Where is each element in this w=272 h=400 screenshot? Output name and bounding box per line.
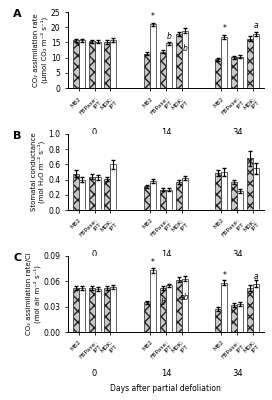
Text: 0: 0 xyxy=(92,368,97,378)
Bar xyxy=(160,190,166,210)
Bar xyxy=(104,179,110,210)
Bar xyxy=(73,288,79,332)
Bar xyxy=(89,41,95,88)
Bar xyxy=(176,280,182,332)
Bar xyxy=(79,40,85,88)
Text: *: * xyxy=(222,270,226,280)
Bar xyxy=(231,305,237,332)
Text: 34: 34 xyxy=(232,368,243,378)
Bar xyxy=(144,54,150,88)
Bar xyxy=(231,182,237,210)
Bar xyxy=(182,178,188,210)
Text: a: a xyxy=(254,272,258,281)
Bar xyxy=(215,173,221,210)
Bar xyxy=(95,289,101,332)
Bar xyxy=(104,288,110,332)
Bar xyxy=(221,283,227,332)
Text: a: a xyxy=(254,21,258,30)
Bar xyxy=(221,172,227,210)
Text: A: A xyxy=(13,9,22,19)
Text: b: b xyxy=(166,32,171,41)
Text: 34: 34 xyxy=(232,128,243,137)
Bar xyxy=(89,176,95,210)
Text: 34: 34 xyxy=(232,250,243,259)
Bar xyxy=(253,168,259,210)
Bar xyxy=(247,288,253,332)
Text: 14: 14 xyxy=(161,250,171,259)
Y-axis label: Stomatal conductance
(mol H₂O m⁻² s⁻¹): Stomatal conductance (mol H₂O m⁻² s⁻¹) xyxy=(31,133,45,211)
Bar xyxy=(253,284,259,332)
Bar xyxy=(247,38,253,88)
Bar xyxy=(150,24,156,88)
Bar xyxy=(182,279,188,332)
Bar xyxy=(73,174,79,210)
Text: *: * xyxy=(151,12,155,20)
Text: B: B xyxy=(13,131,21,141)
Text: *: * xyxy=(151,258,155,267)
Bar xyxy=(215,59,221,88)
Text: b: b xyxy=(182,44,187,53)
Bar xyxy=(73,40,79,88)
Y-axis label: CO₂ assimilation rate/Ci
(mol air m⁻² s⁻¹): CO₂ assimilation rate/Ci (mol air m⁻² s⁻… xyxy=(26,252,41,335)
Bar xyxy=(176,182,182,210)
Bar xyxy=(237,304,243,332)
Text: *: * xyxy=(222,24,226,33)
Bar xyxy=(160,288,166,332)
Bar xyxy=(110,40,116,88)
Text: b: b xyxy=(160,298,165,307)
Bar xyxy=(231,57,237,88)
Text: 0: 0 xyxy=(92,128,97,137)
Bar xyxy=(176,34,182,88)
Bar xyxy=(253,34,259,88)
Text: 14: 14 xyxy=(161,368,171,378)
Bar xyxy=(166,190,172,210)
Text: 14: 14 xyxy=(161,128,171,137)
Bar xyxy=(160,52,166,88)
Bar xyxy=(144,302,150,332)
Bar xyxy=(247,158,253,210)
Bar xyxy=(221,37,227,88)
Bar xyxy=(89,288,95,332)
Bar xyxy=(104,42,110,88)
Bar xyxy=(79,180,85,210)
Bar xyxy=(237,191,243,210)
Bar xyxy=(166,286,172,332)
Bar xyxy=(144,186,150,210)
Text: Days after partial defoliation: Days after partial defoliation xyxy=(110,384,221,393)
Bar xyxy=(150,270,156,332)
Bar xyxy=(215,309,221,332)
Text: ab: ab xyxy=(180,292,190,302)
Bar xyxy=(150,181,156,210)
Bar xyxy=(95,42,101,88)
Bar xyxy=(237,57,243,88)
Bar xyxy=(110,164,116,210)
Text: C: C xyxy=(13,253,21,263)
Bar xyxy=(166,43,172,88)
Bar xyxy=(79,288,85,332)
Y-axis label: CO₂ assimilation rate
(µmol CO₂ m⁻² s⁻¹): CO₂ assimilation rate (µmol CO₂ m⁻² s⁻¹) xyxy=(33,13,48,87)
Text: 0: 0 xyxy=(92,250,97,259)
Bar xyxy=(110,287,116,332)
Bar xyxy=(95,177,101,210)
Bar xyxy=(182,31,188,88)
